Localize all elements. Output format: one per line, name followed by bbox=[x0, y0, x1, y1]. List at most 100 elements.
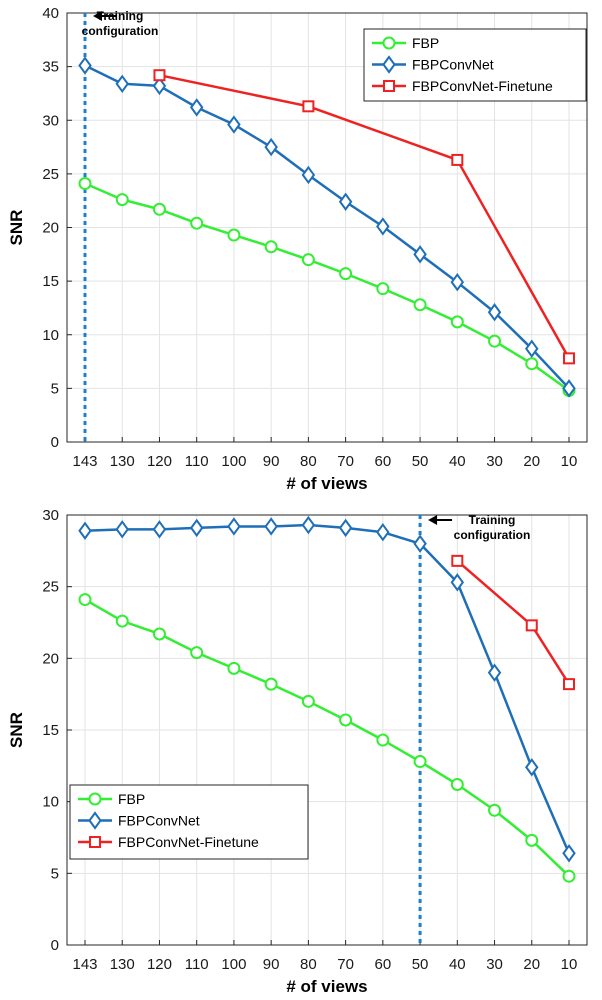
y-axis-label: SNR bbox=[7, 210, 26, 246]
data-point-fbp bbox=[301, 253, 315, 267]
series-fbpconvnet-finetune bbox=[451, 554, 575, 691]
x-tick-label: 40 bbox=[449, 956, 466, 973]
x-tick-label: 100 bbox=[221, 956, 246, 973]
data-point-fbpconvnet bbox=[189, 518, 204, 538]
data-point-fbp bbox=[264, 677, 278, 691]
legend-marker-fbpconvnet-finetune bbox=[383, 80, 395, 92]
data-point-fbpconvnet bbox=[487, 303, 502, 322]
y-tick-label: 5 bbox=[51, 865, 59, 882]
legend-box bbox=[69, 784, 309, 860]
x-tick-label: 50 bbox=[412, 453, 429, 470]
data-point-fbpconvnet-finetune bbox=[153, 69, 166, 82]
x-tick-label: 130 bbox=[110, 453, 135, 470]
data-point-fbp bbox=[339, 267, 353, 281]
data-point-fbp bbox=[115, 614, 129, 628]
x-tick-label: 80 bbox=[300, 956, 317, 973]
arrow-head-icon bbox=[93, 11, 102, 21]
legend: FBP FBPConvNet FBPConvNet-Finetune bbox=[69, 784, 309, 860]
data-point-fbpconvnet-finetune bbox=[563, 678, 575, 691]
x-tick-label: 90 bbox=[263, 453, 280, 470]
data-point-fbp bbox=[450, 777, 464, 791]
data-point-fbpconvnet bbox=[487, 663, 502, 682]
y-tick-label: 0 bbox=[51, 937, 59, 954]
data-point-fbp bbox=[488, 803, 502, 817]
data-point-fbp bbox=[376, 733, 390, 747]
data-point-fbpconvnet-finetune bbox=[451, 153, 464, 166]
data-point-fbpconvnet-finetune bbox=[302, 100, 315, 113]
data-point-fbp bbox=[227, 228, 241, 242]
x-tick-label: 130 bbox=[110, 956, 135, 973]
y-tick-label: 5 bbox=[51, 380, 59, 397]
y-tick-label: 25 bbox=[42, 579, 59, 596]
data-point-fbp bbox=[190, 646, 204, 660]
data-point-fbp bbox=[152, 202, 166, 216]
data-point-fbp bbox=[488, 334, 502, 348]
x-axis-label: # of views bbox=[286, 977, 367, 996]
x-tick-label: 70 bbox=[337, 453, 354, 470]
series-line-fbpconvnet bbox=[84, 64, 570, 390]
x-axis-label: # of views bbox=[286, 474, 367, 493]
x-tick-label: 60 bbox=[375, 956, 392, 973]
annotation-line1: Training bbox=[97, 9, 144, 23]
annotation-line2: configuration bbox=[82, 24, 159, 38]
data-point-fbp bbox=[525, 833, 539, 847]
data-point-fbpconvnet bbox=[450, 573, 465, 592]
data-point-fbpconvnet bbox=[78, 521, 92, 540]
data-point-fbp bbox=[339, 713, 353, 727]
data-point-fbp bbox=[413, 755, 427, 769]
data-point-fbpconvnet bbox=[525, 758, 539, 777]
data-point-fbp bbox=[413, 298, 427, 312]
x-tick-label: 120 bbox=[147, 956, 172, 973]
data-point-fbp bbox=[301, 694, 315, 708]
y-tick-label: 0 bbox=[51, 434, 59, 451]
series-line-fbp bbox=[84, 182, 570, 392]
annotation-line2: configuration bbox=[454, 528, 531, 542]
x-tick-label: 50 bbox=[412, 956, 429, 973]
data-point-fbpconvnet bbox=[376, 217, 390, 236]
data-point-fbpconvnet bbox=[525, 339, 539, 358]
data-point-fbpconvnet bbox=[413, 534, 427, 553]
y-tick-label: 10 bbox=[42, 327, 59, 344]
y-tick-label: 25 bbox=[42, 166, 59, 183]
legend: FBP FBPConvNet FBPConvNet-Finetune bbox=[363, 28, 587, 102]
data-point-fbpconvnet bbox=[338, 192, 353, 211]
series-line-fbp bbox=[84, 598, 570, 878]
annotation-line1: Training bbox=[469, 513, 516, 527]
x-tick-label: 143 bbox=[72, 453, 97, 470]
data-point-fbpconvnet bbox=[376, 523, 390, 542]
y-tick-label: 20 bbox=[42, 650, 59, 667]
x-tick-label: 90 bbox=[263, 956, 280, 973]
data-point-fbpconvnet bbox=[338, 518, 353, 538]
series-fbpconvnet bbox=[78, 56, 576, 398]
data-point-fbpconvnet bbox=[115, 74, 129, 93]
data-point-fbpconvnet-finetune bbox=[563, 352, 575, 365]
data-point-fbp bbox=[376, 282, 390, 296]
data-point-fbpconvnet bbox=[264, 517, 278, 536]
data-point-fbp bbox=[450, 315, 464, 329]
legend-marker-fbp bbox=[382, 36, 396, 50]
data-point-fbpconvnet bbox=[562, 844, 576, 863]
data-point-fbpconvnet bbox=[264, 137, 278, 157]
y-tick-label: 15 bbox=[42, 273, 59, 290]
chart-top: 143 130 120 110 100 90 80 70 60 50 40 30 20 100510152… bbox=[7, 5, 588, 493]
x-tick-label: 100 bbox=[221, 453, 246, 470]
legend-marker-fbpconvnet bbox=[382, 55, 396, 74]
y-tick-label: 30 bbox=[42, 112, 59, 129]
legend-marker-fbpconvnet-finetune bbox=[89, 836, 101, 848]
x-tick-label: 70 bbox=[337, 956, 354, 973]
data-point-fbp bbox=[525, 357, 539, 371]
data-point-fbpconvnet bbox=[78, 56, 92, 75]
x-tick-label: 40 bbox=[449, 453, 466, 470]
data-point-fbpconvnet-finetune bbox=[525, 619, 538, 632]
legend-marker-fbpconvnet bbox=[88, 811, 102, 830]
data-point-fbpconvnet bbox=[562, 379, 576, 398]
series-fbpconvnet-finetune bbox=[153, 69, 575, 365]
x-tick-label: 60 bbox=[375, 453, 392, 470]
data-point-fbp bbox=[152, 627, 166, 641]
data-point-fbpconvnet bbox=[227, 115, 241, 134]
data-point-fbpconvnet bbox=[450, 273, 465, 292]
y-tick-label: 10 bbox=[42, 794, 59, 811]
x-tick-label: 10 bbox=[561, 453, 578, 470]
series-fbp bbox=[78, 593, 576, 883]
